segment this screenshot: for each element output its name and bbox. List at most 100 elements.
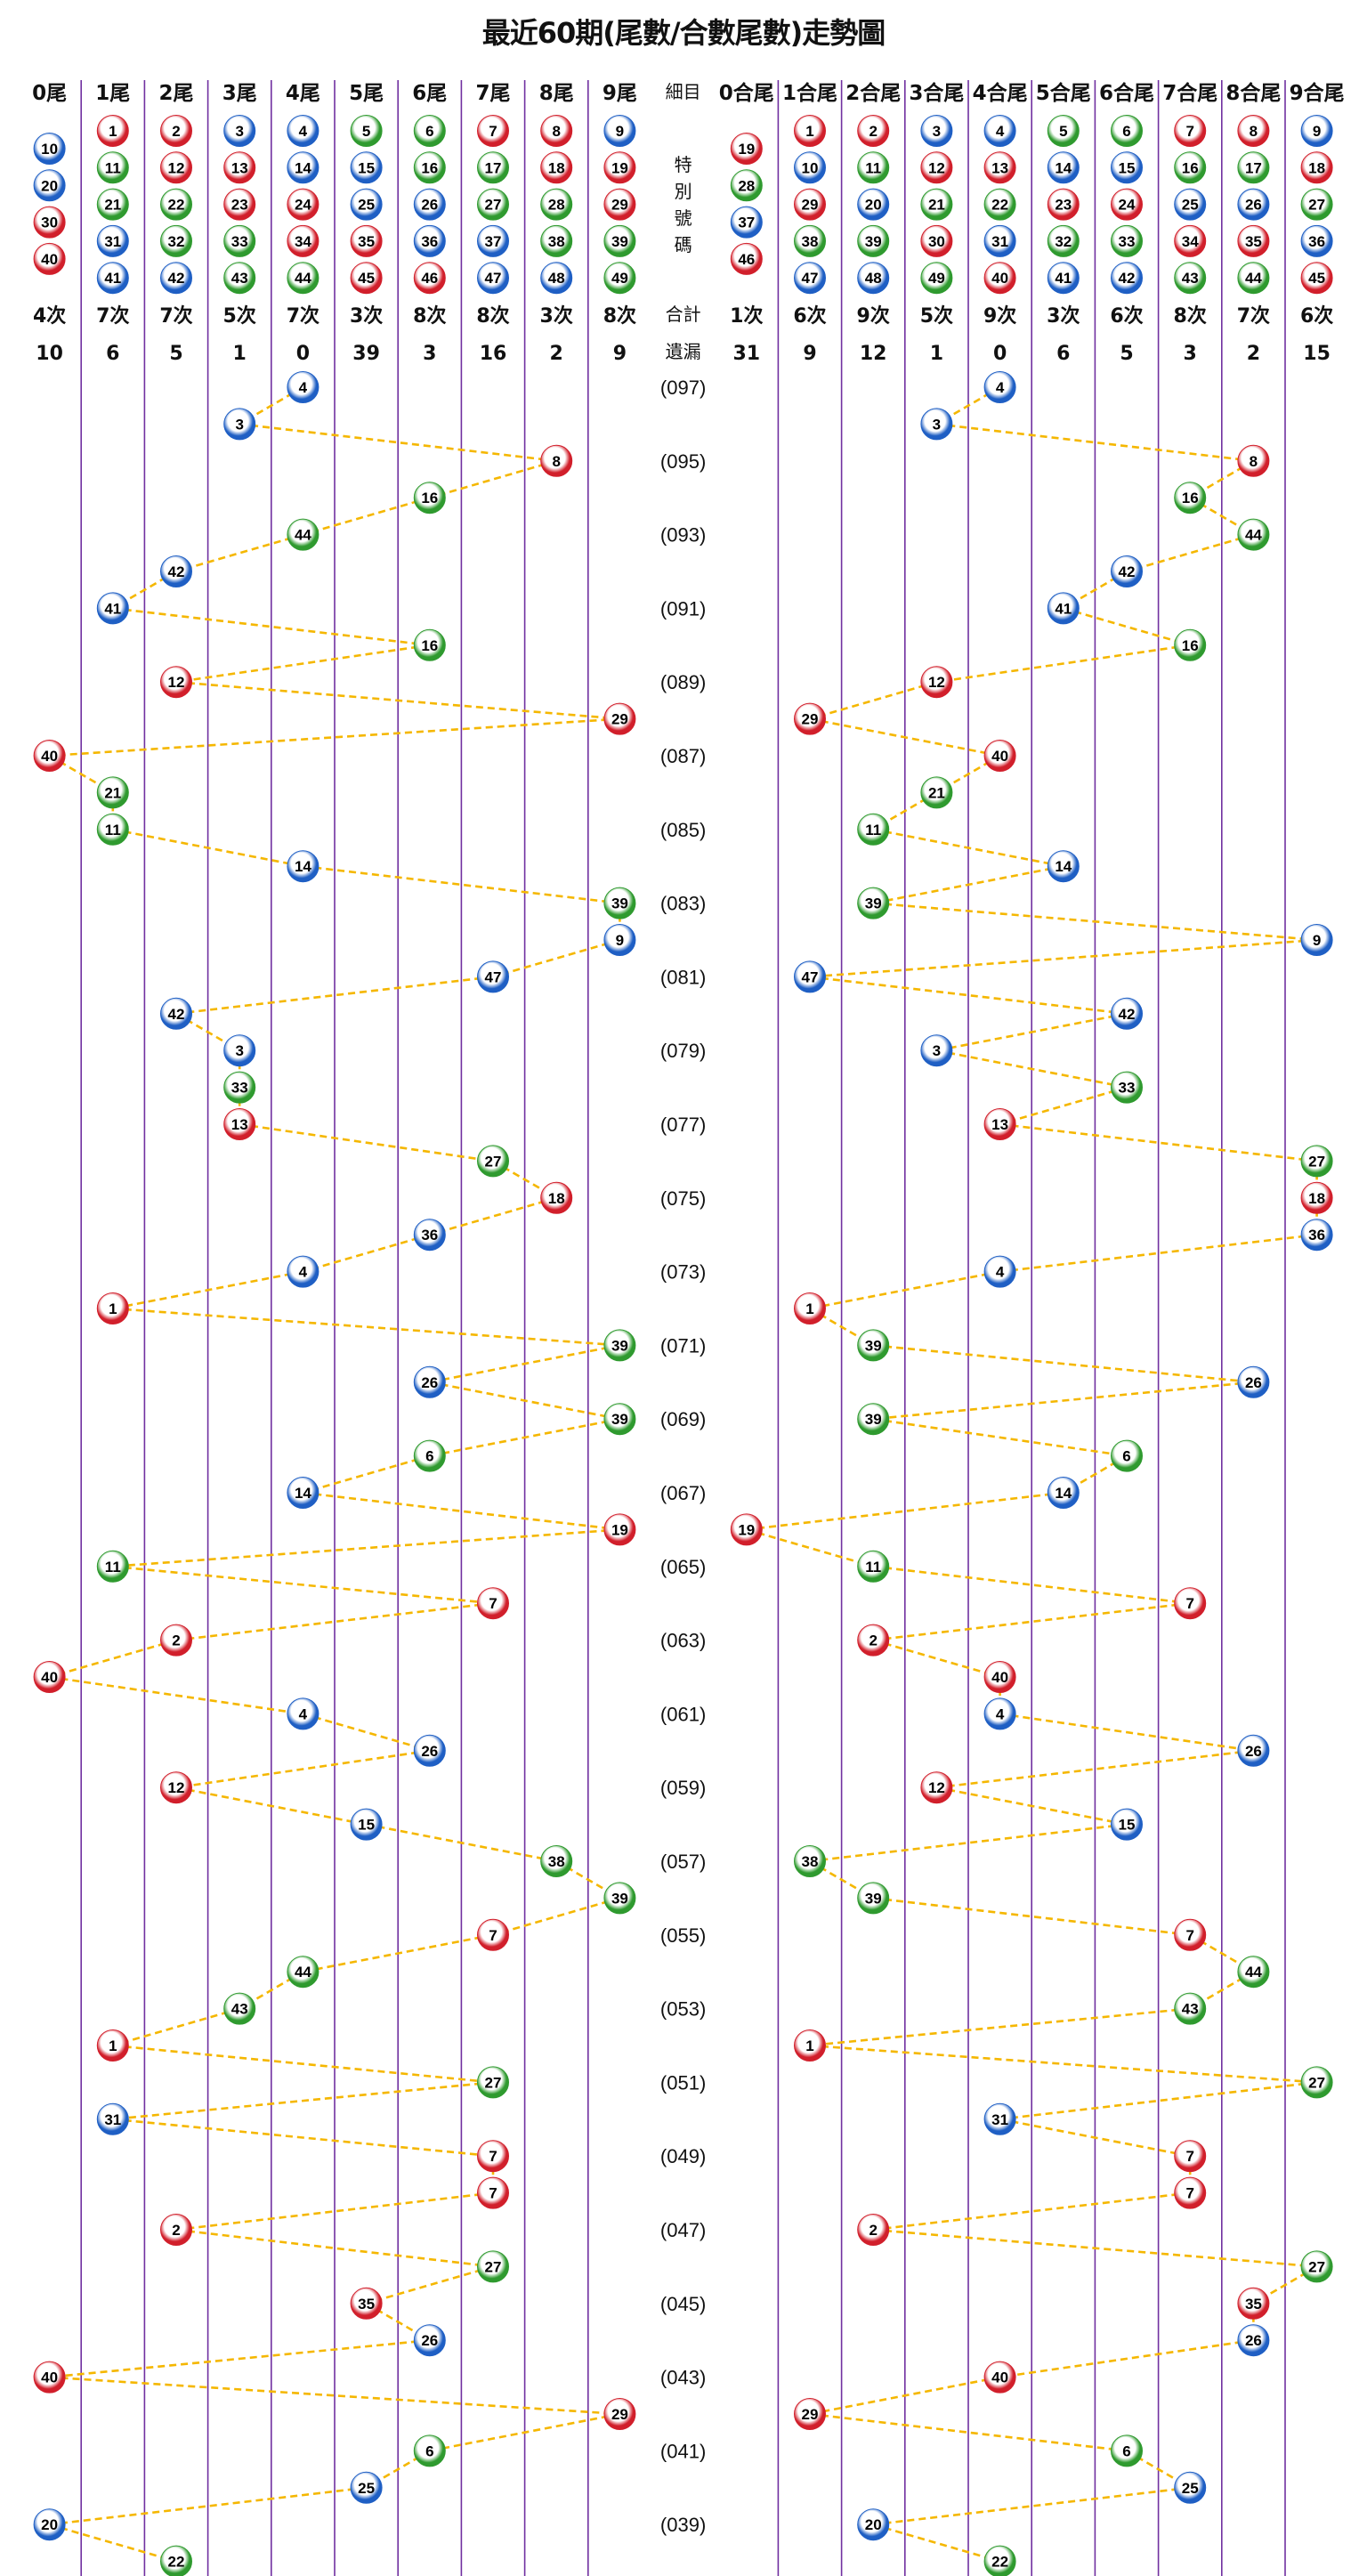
left-header-ball: 8 (540, 115, 573, 147)
right-trend-ball: 47 (794, 960, 826, 993)
blue-ball-icon (857, 188, 890, 221)
right-header-ball: 17 (1237, 151, 1270, 184)
right-header-ball: 43 (1174, 262, 1207, 295)
blue-ball-icon (1174, 188, 1207, 221)
ball-number: 7 (489, 123, 497, 140)
ball-number: 41 (104, 270, 121, 287)
blue-ball-icon (983, 1697, 1016, 1730)
ball-number: 9 (616, 932, 624, 949)
ball-number: 25 (358, 197, 375, 214)
green-ball-icon (857, 224, 890, 257)
left-trend-ball: 14 (287, 1477, 320, 1509)
left-count: 4次 (33, 304, 66, 328)
ball-number: 13 (231, 159, 248, 176)
ball-number: 3 (933, 416, 941, 433)
period-label: (059) (660, 1777, 706, 1799)
blue-ball-icon (160, 555, 192, 587)
red-ball-icon (857, 2214, 890, 2246)
left-missing: 0 (296, 343, 310, 365)
right-column-header: 5合尾 (1036, 81, 1091, 105)
red-ball-icon (350, 224, 383, 257)
right-trend-ball: 4 (983, 371, 1016, 403)
period-label: (093) (660, 524, 706, 547)
left-header-ball: 11 (96, 151, 129, 184)
right-trend-segment (872, 864, 1064, 904)
blue-ball-icon (1237, 1365, 1270, 1398)
right-trend-ball: 3 (920, 408, 953, 441)
ball-number: 38 (548, 233, 565, 250)
left-trend-ball: 44 (287, 1956, 320, 1989)
right-trend-ball: 12 (920, 1771, 953, 1804)
blue-ball-icon (160, 997, 192, 1030)
green-ball-icon (477, 188, 509, 221)
right-trend-ball: 41 (1047, 592, 1080, 625)
left-trend-segment (303, 1933, 494, 1973)
left-trend-segment (112, 828, 303, 868)
ball-number: 7 (1185, 1595, 1193, 1612)
green-ball-icon (1300, 188, 1333, 221)
right-trend-ball: 29 (794, 2398, 826, 2430)
left-trend-segment (112, 2007, 240, 2047)
period-label: (055) (660, 1924, 706, 1947)
left-trend-ball: 16 (413, 628, 446, 661)
ball-number: 26 (421, 1743, 438, 1760)
right-trend-ball: 2 (857, 2214, 890, 2246)
red-ball-icon (603, 1513, 636, 1546)
ball-number: 33 (231, 1080, 248, 1097)
left-trend-ball: 35 (350, 2287, 383, 2320)
right-column-header: 9合尾 (1290, 81, 1345, 105)
ball-number: 36 (421, 1227, 438, 1243)
left-header-ball: 38 (540, 224, 573, 257)
green-ball-icon (1237, 1956, 1270, 1989)
right-trend-ball: 4 (983, 1255, 1016, 1288)
right-trend-ball: 7 (1174, 1587, 1207, 1620)
right-header-ball: 24 (1111, 188, 1143, 221)
right-trend-segment (873, 1417, 1128, 1457)
blue-ball-icon (794, 960, 826, 993)
special-number-label: 號 (675, 207, 692, 229)
ball-number: 43 (1182, 270, 1199, 287)
left-trend-ball: 29 (603, 702, 636, 735)
right-header-ball: 45 (1300, 262, 1333, 295)
ball-number: 29 (611, 197, 628, 214)
ball-number: 40 (991, 270, 1008, 287)
left-trend-segment (112, 2044, 494, 2084)
left-trend-ball: 16 (413, 482, 446, 514)
right-trend-ball: 29 (794, 702, 826, 735)
green-ball-icon (1174, 262, 1207, 295)
left-trend-segment (49, 2523, 177, 2563)
ball-number: 42 (1119, 1006, 1136, 1023)
ball-number: 22 (168, 2554, 185, 2571)
left-trend-ball: 21 (96, 776, 129, 809)
right-trend-ball: 20 (857, 2508, 890, 2541)
left-trend-ball: 40 (33, 2361, 66, 2394)
right-count: 1次 (730, 304, 763, 328)
red-ball-icon (413, 262, 446, 295)
red-ball-icon (33, 1661, 66, 1693)
ball-number: 9 (616, 123, 624, 140)
left-trend-ball: 4 (287, 1697, 320, 1730)
right-trend-segment (999, 2118, 1191, 2158)
ball-number: 22 (168, 197, 185, 214)
green-ball-icon (413, 2434, 446, 2467)
ball-number: 12 (168, 1779, 185, 1796)
right-trend-segment (936, 423, 1254, 463)
right-trend-ball: 7 (1174, 1918, 1207, 1951)
period-label: (075) (660, 1187, 706, 1210)
right-trend-segment (999, 2338, 1254, 2378)
ball-number: 39 (611, 1337, 628, 1354)
ball-number: 49 (928, 270, 945, 287)
left-trend-ball: 4 (287, 1255, 320, 1288)
ball-number: 18 (548, 1190, 565, 1207)
right-header-ball: 39 (857, 224, 890, 257)
ball-number: 41 (1055, 270, 1072, 287)
ball-number: 16 (421, 637, 438, 654)
blue-ball-icon (413, 1734, 446, 1767)
right-count: 6次 (1110, 304, 1143, 328)
trend-balls: 4381644424116122940211114399474233313271… (33, 371, 1333, 2576)
ball-number: 7 (489, 1927, 497, 1944)
ball-number: 33 (1119, 233, 1136, 250)
left-trend-segment (112, 1565, 494, 1605)
left-trend-segment (49, 1675, 303, 1715)
right-column-header: 0合尾 (719, 81, 774, 105)
